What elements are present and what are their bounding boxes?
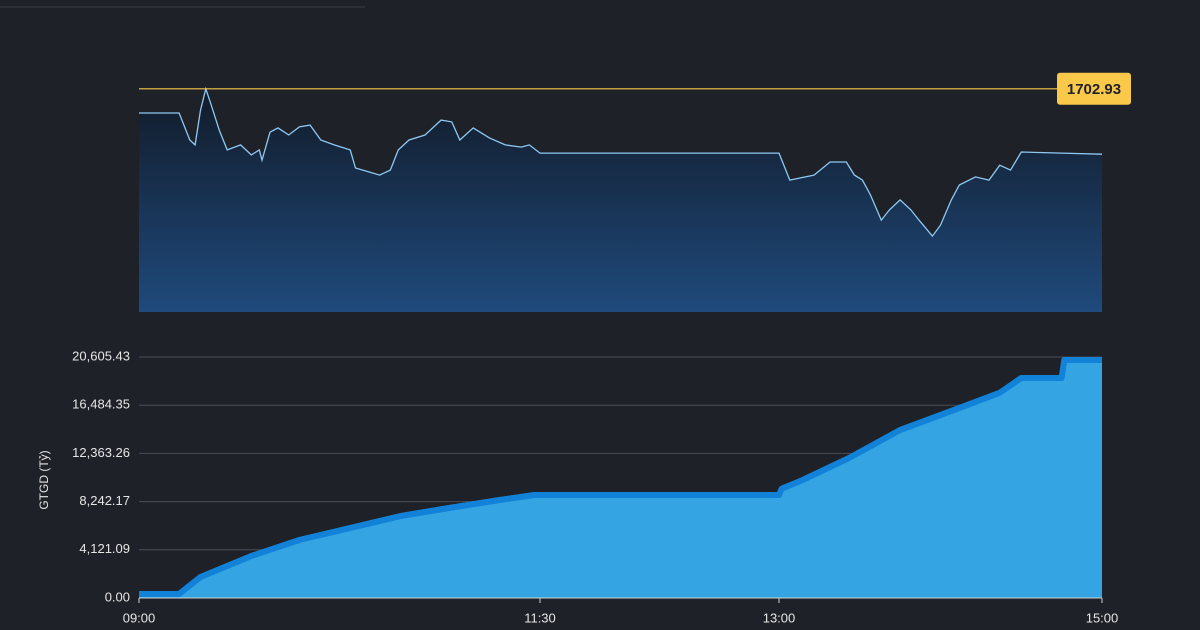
y-tick-label: 16,484.35 — [72, 397, 130, 412]
y-axis-title: GTGD (Tỷ) — [37, 450, 51, 509]
y-tick-label: 20,605.43 — [72, 348, 130, 363]
x-tick-label: 11:30 — [524, 610, 556, 625]
y-tick-label: 4,121.09 — [79, 541, 130, 556]
x-tick-label: 09:00 — [123, 610, 156, 625]
y-tick-label: 0.00 — [105, 589, 130, 604]
price-line — [139, 86, 1103, 238]
x-tick-label: 15:00 — [1086, 610, 1119, 625]
reference-label: 1702.93 — [1067, 81, 1121, 98]
x-tick-label: 13:00 — [763, 610, 796, 625]
y-tick-label: 12,363.26 — [72, 445, 130, 460]
y-tick-label: 8,242.17 — [79, 493, 130, 508]
value-edge — [139, 357, 1102, 597]
reference-label-box — [1057, 72, 1131, 105]
value-area — [139, 357, 1102, 598]
price-area — [139, 88, 1102, 312]
